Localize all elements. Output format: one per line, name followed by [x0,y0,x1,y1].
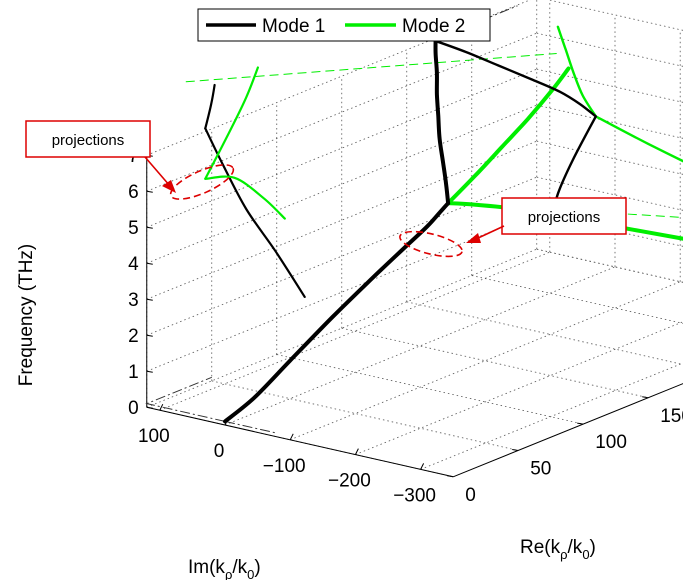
re-axis-label-end: ) [590,537,596,558]
im-tick-mark [289,433,294,441]
z-axis-label: Frequency (THz) [16,244,37,387]
z-tick-mark [146,262,153,265]
z-tick-label: 4 [128,254,139,275]
proj-mode2-curve [204,66,259,180]
re-tick-mark [447,475,454,478]
z-tick-label: 2 [128,326,139,347]
grid-line [159,251,550,411]
re-tick-label: 100 [595,432,627,453]
im-tick-label: 100 [138,426,170,447]
z-tick-label: 5 [128,218,139,239]
grid-line [471,275,683,324]
im-tick-mark [159,403,164,411]
im-axis-label-main: Im(k [188,557,225,578]
z-tick-mark [146,406,153,409]
z-tick-label: 1 [128,362,139,383]
re-tick-mark [642,396,649,399]
guide-floor-right [224,420,278,434]
callout-left-arrow [144,156,171,187]
im-tick-mark [354,448,359,455]
legend: Mode 1 Mode 2 [197,8,491,42]
callout-left-arrowhead [162,180,176,193]
callout-right-ellipse [399,230,463,258]
mode1-curve [223,201,451,424]
proj-mode2-curve-tail [204,175,286,220]
re-axis-label-sub: ρ [560,547,567,562]
grid-line [341,327,649,399]
proj-mode1-curve [204,127,306,298]
im-tick-label: 0 [214,441,225,462]
callout-left: projections [25,120,235,200]
re-tick-mark [577,422,584,425]
im-axis-label-sub2: 0 [247,567,254,580]
im-tick-label: −200 [328,471,371,492]
grid-line [406,301,683,365]
proj-mode1-curve-up [204,83,216,130]
callout-right-arrow [475,225,505,240]
guide-floor-left [145,376,226,422]
callout-right: projections [399,197,627,258]
z-tick-mark [146,226,153,229]
tick-layer: 012345671000−100−200−3000501001502002503… [128,146,683,506]
z-tick-mark [146,190,153,193]
im-axis-line [146,406,454,478]
re-axis-label-main: Re(k [520,537,561,558]
grid-line [536,248,683,283]
re-axis-label: Re(kρ/k0) [520,537,596,562]
mode2-curve [556,25,597,118]
im-axis-label-end: ) [254,557,260,578]
mode1-curve [431,38,597,118]
re-tick-mark [512,448,519,451]
re-axis-label-sub2: 0 [582,547,589,562]
re-axis-line [453,383,683,478]
grid-line [224,266,616,426]
im-tick-mark [224,418,229,426]
mode2-curve [446,66,571,206]
z-tick-label: 6 [128,182,139,203]
callout-right-arrowhead [466,233,481,243]
z-tick-mark [146,298,153,301]
im-tick-label: −300 [393,485,436,506]
guide-green-top [185,53,557,83]
im-axis-label-sub: ρ [225,567,232,580]
callout-left-ellipse [169,164,235,200]
grid-line [536,248,683,283]
re-tick-label: 50 [530,458,551,479]
z-tick-mark [146,334,153,337]
im-axis-label: Im(kρ/k0) [188,557,261,580]
z-tick-mark [146,370,153,373]
curve-layer [145,5,683,434]
z-tick-label: 3 [128,290,139,311]
grid-line [547,0,683,31]
grid-line [211,380,519,451]
im-tick-mark [420,463,425,470]
callout-right-box [501,197,627,235]
legend-label-mode1: Mode 1 [262,16,325,37]
grid-line [290,281,681,441]
re-tick-label: 0 [465,485,476,506]
callout-right-text: projections [528,209,601,226]
im-axis-label-mid: /k [232,557,247,578]
re-tick-label: 150 [660,406,683,427]
grid-line [536,104,683,139]
grid-line [355,321,683,455]
re-axis-label-mid: /k [568,537,583,558]
callout-left-text: projections [52,132,125,149]
mode2-curve [594,115,683,163]
grid-line [276,354,584,425]
mode1-curve [433,37,451,206]
im-tick-label: −100 [263,456,306,477]
legend-label-mode2: Mode 2 [402,16,465,37]
callout-left-box [25,120,151,158]
z-tick-label: 0 [128,398,139,419]
